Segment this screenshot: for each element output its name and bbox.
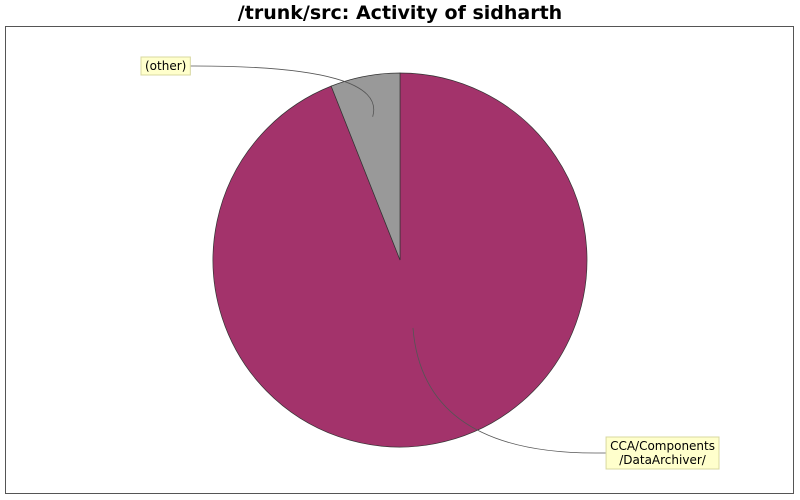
leader-line-1: [190, 65, 375, 117]
slice-label-0-line-0: CCA/Components: [610, 439, 715, 453]
slice-label-box-0: [605, 436, 720, 470]
slice-label-box-1: [140, 56, 191, 76]
pie-labels: CCA/Components/DataArchiver/ (other): [140, 56, 720, 470]
slice-label-1-line-0: (other): [145, 59, 186, 73]
pie-slice-1: [330, 72, 401, 261]
slice-label-0-line-1: /DataArchiver/: [619, 453, 707, 467]
chart-title: /trunk/src: Activity of sidharth: [237, 2, 563, 24]
plot-frame: [5, 26, 794, 494]
leader-line-0: [412, 327, 607, 454]
pie-slices: [212, 72, 588, 448]
